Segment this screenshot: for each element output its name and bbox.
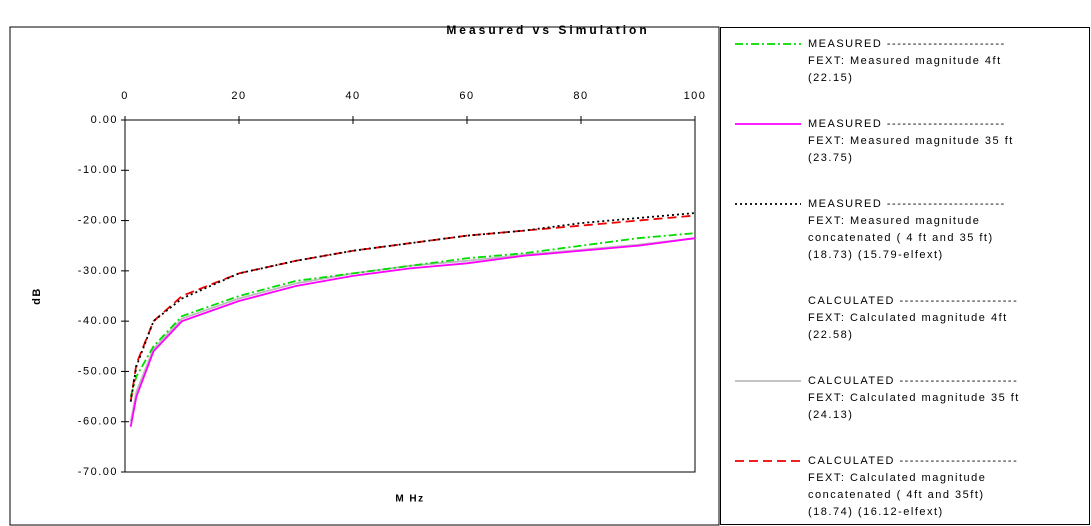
legend-entry: MEASURED ----------------------- FEXT: M…: [808, 38, 1006, 84]
x-tick-label: 40: [345, 90, 360, 102]
x-tick-label: 100: [684, 90, 707, 102]
chart-frame: [9, 26, 720, 526]
series-line: [131, 231, 695, 397]
y-tick-label: -40.00: [78, 315, 118, 327]
legend-samples: [735, 43, 801, 462]
y-tick-label: -10.00: [78, 164, 118, 176]
legend-entry: CALCULATED ----------------------- FEXT:…: [808, 295, 1019, 341]
y-tick-label: -30.00: [78, 265, 118, 277]
series-line: [129, 237, 696, 422]
plot-area: [124, 119, 696, 473]
legend-entry: MEASURED ----------------------- FEXT: M…: [808, 198, 1006, 261]
legend-entry: MEASURED ----------------------- FEXT: M…: [808, 118, 1014, 164]
x-axis-label: M Hz: [395, 494, 424, 505]
series-line: [129, 237, 696, 427]
x-tick-label: 60: [459, 90, 474, 102]
y-tick-label: -70.00: [78, 466, 118, 478]
chart: Measured vs Simulation M Hz dB 0 20 40 60 80…: [9, 23, 720, 526]
x-tick-label: 20: [231, 90, 246, 102]
series-line: [129, 232, 696, 397]
y-tick-label: -60.00: [78, 416, 118, 428]
x-tick-label: 80: [573, 90, 588, 102]
x-tick-label: 0: [121, 90, 129, 102]
y-tick-label: -50.00: [78, 365, 118, 377]
y-tick-label: 0.00: [91, 114, 118, 126]
y-axis-label: dB: [31, 287, 43, 305]
legend: MEASURED ----------------------- FEXT: M…: [720, 27, 1090, 525]
series-line: [129, 214, 696, 402]
y-tick-label: -20.00: [78, 214, 118, 226]
legend-entry: CALCULATED ----------------------- FEXT:…: [808, 375, 1020, 421]
legend-entry: CALCULATED ----------------------- FEXT:…: [808, 455, 1019, 518]
chart-title: Measured vs Simulation: [446, 23, 649, 37]
